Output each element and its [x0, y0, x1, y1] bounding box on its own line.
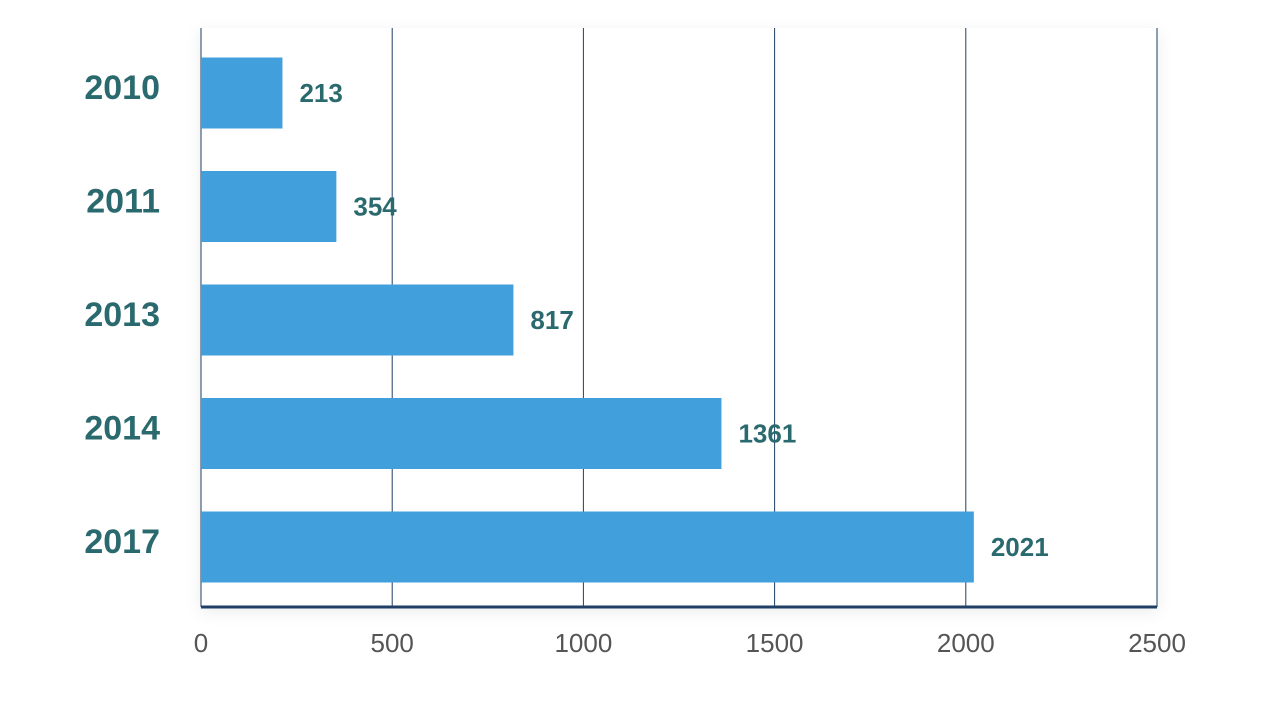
category-axis-labels: 2010 2011 2013 2014 2017 [84, 69, 160, 561]
x-axis-tick-labels: 0 500 1000 1500 2000 2500 [194, 628, 1186, 658]
category-label-2013: 2013 [84, 296, 160, 334]
data-label-2011: 354 [353, 192, 397, 222]
x-tick-label-2000: 2000 [937, 628, 995, 658]
category-label-2014: 2014 [84, 409, 160, 447]
x-tick-label-0: 0 [194, 628, 208, 658]
bar-2010 [201, 57, 283, 129]
category-label-2011: 2011 [86, 182, 160, 220]
x-tick-label-1500: 1500 [746, 628, 804, 658]
bar-2017 [201, 511, 974, 583]
data-label-2017: 2021 [991, 532, 1049, 562]
x-tick-label-1000: 1000 [554, 628, 612, 658]
category-label-2010: 2010 [84, 69, 160, 107]
bar-2011 [201, 171, 337, 242]
category-label-2017: 2017 [84, 523, 160, 561]
bars [201, 57, 974, 583]
x-tick-label-500: 500 [371, 628, 414, 658]
data-label-2014: 1361 [738, 419, 796, 449]
bar-2014 [201, 398, 722, 469]
data-label-2010: 213 [299, 78, 342, 108]
data-labels: 213 354 817 1361 2021 [299, 78, 1048, 562]
data-label-2013: 817 [530, 305, 573, 335]
bar-2013 [201, 284, 514, 356]
x-tick-label-2500: 2500 [1128, 628, 1186, 658]
